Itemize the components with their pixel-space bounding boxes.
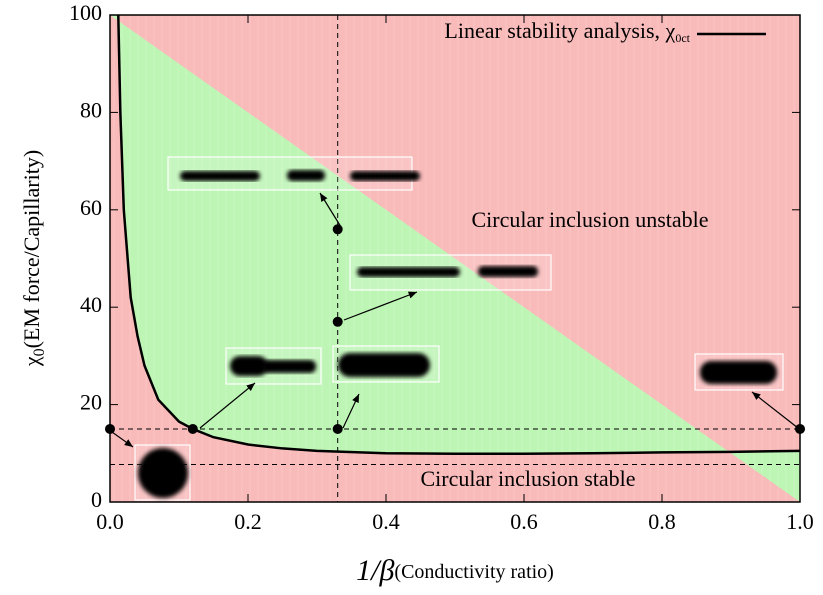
inclusion-images <box>134 156 784 501</box>
legend-label: Linear stability analysis, χ0ct <box>444 18 690 45</box>
arrow <box>343 291 418 321</box>
critical-curve <box>117 14 801 456</box>
x-tick-label: 0.8 <box>648 509 676 534</box>
x-tick-label: 0.0 <box>96 509 124 534</box>
y-label-main: χ <box>19 356 44 367</box>
arrow <box>111 431 134 448</box>
annotation: Circular inclusion unstable <box>471 207 708 232</box>
blob <box>180 171 260 181</box>
x-tick-label: 0.4 <box>372 509 400 534</box>
arrow <box>751 391 799 429</box>
arrow <box>342 393 360 429</box>
y-tick-label: 20 <box>80 390 102 415</box>
blob <box>700 361 777 384</box>
x-label-rest: (Conductivity ratio) <box>394 561 553 583</box>
annotation: Circular inclusion stable <box>420 466 635 491</box>
x-axis-label: 1/β(Conductivity ratio) <box>356 554 554 587</box>
arrow <box>319 192 342 228</box>
data-point <box>187 423 198 434</box>
y-label-rest: (EM force/Capillarity) <box>19 150 44 349</box>
y-tick-label: 40 <box>80 292 102 317</box>
data-point <box>332 316 343 327</box>
regions <box>110 15 800 502</box>
arrow <box>199 382 256 429</box>
blob <box>478 266 538 277</box>
data-point <box>332 423 343 434</box>
x-tick-label: 0.2 <box>234 509 262 534</box>
y-tick-label: 0 <box>91 487 102 512</box>
blob <box>350 171 420 181</box>
legend-subscript: 0ct <box>675 31 690 45</box>
plot-frame <box>109 14 801 503</box>
axes-layer: Linear stability analysis, χ0ct 0.0 0.2 0.4… <box>19 0 814 587</box>
x-label-main: 1/β <box>356 554 394 587</box>
y-tick-label: 80 <box>80 97 102 122</box>
legend-text: Linear stability analysis, χ <box>444 18 675 43</box>
stable-region <box>110 15 800 502</box>
blob <box>138 448 188 498</box>
y-tick-label: 100 <box>69 0 102 25</box>
blob <box>338 353 430 377</box>
arrows <box>111 192 799 448</box>
blob <box>230 356 268 376</box>
data-point <box>332 224 343 235</box>
x-tick-label: 0.6 <box>510 509 538 534</box>
y-axis-label: χ0(EM force/Capillarity) <box>19 150 48 367</box>
plot-layer <box>110 14 801 502</box>
y-tick-label: 60 <box>80 195 102 220</box>
x-tick-label: 1.0 <box>786 509 814 534</box>
y-label-sub: 0 <box>31 348 48 356</box>
blob <box>357 267 460 277</box>
blob <box>287 170 325 181</box>
blob <box>262 360 316 373</box>
